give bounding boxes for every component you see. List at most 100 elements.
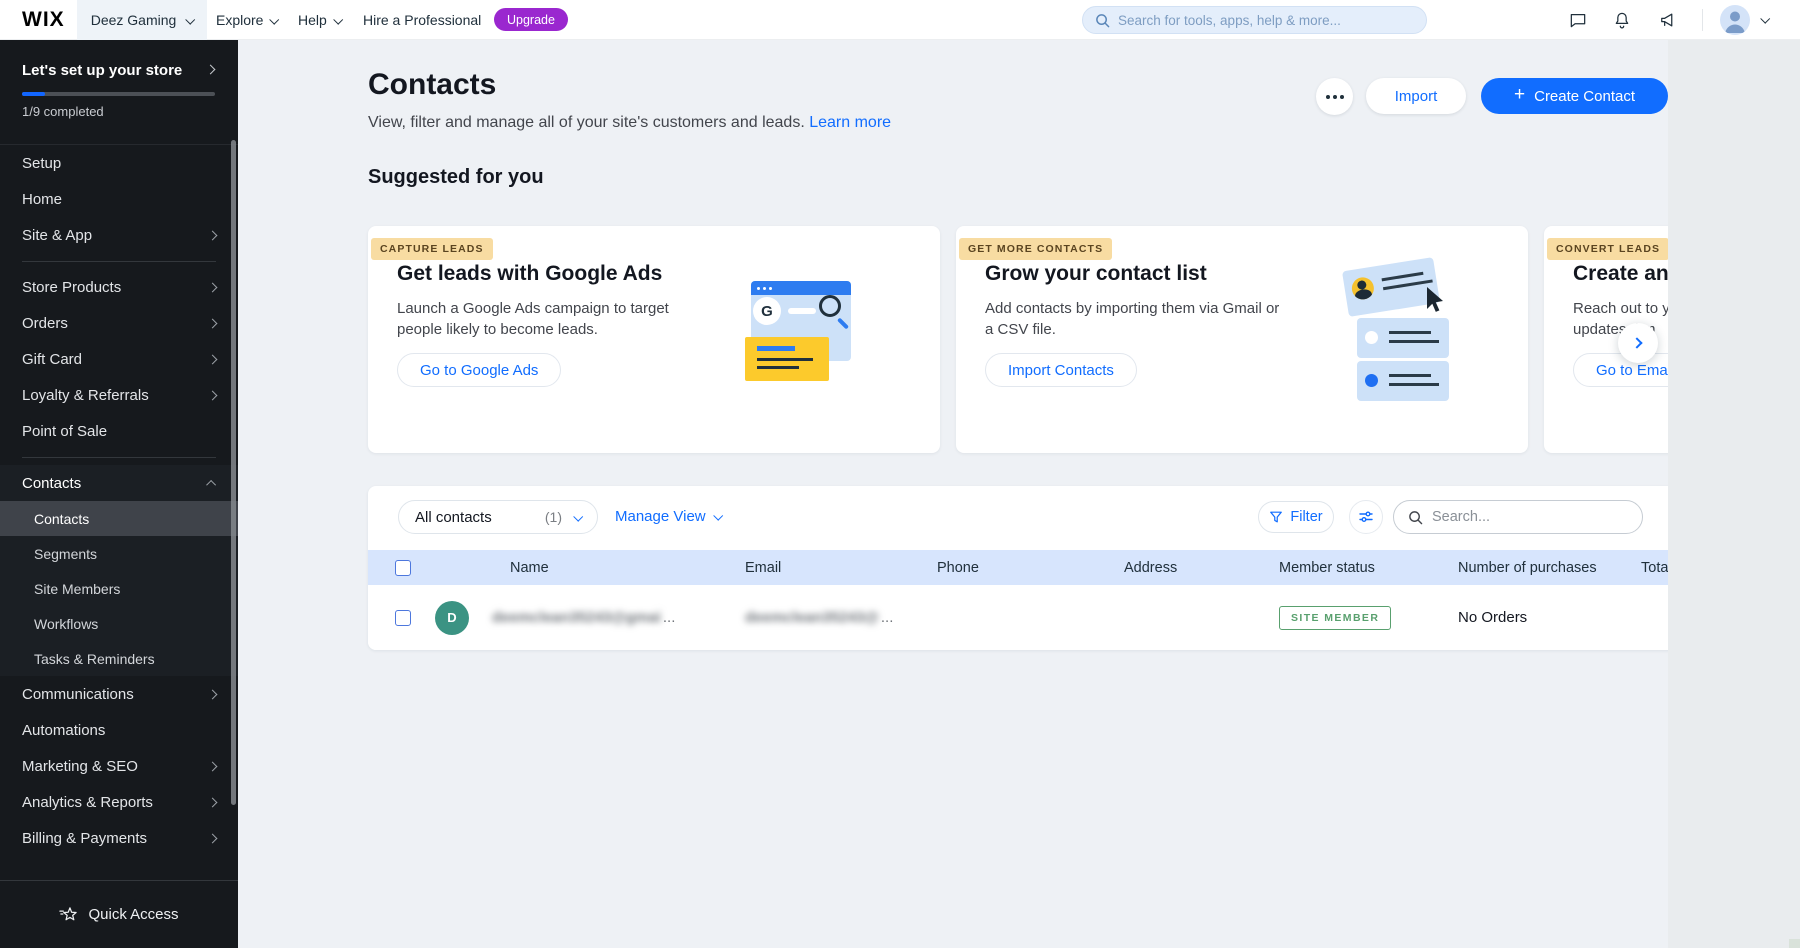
global-search-input[interactable] (1118, 12, 1414, 28)
account-chevron-down-icon[interactable] (1760, 13, 1771, 24)
select-all-checkbox[interactable] (395, 559, 411, 576)
more-actions-button[interactable] (1316, 78, 1353, 115)
top-bar: WIX Deez Gaming Explore Help Hire a Prof… (0, 0, 1800, 40)
column-header-phone[interactable]: Phone (937, 559, 979, 576)
table-row[interactable]: D deemclean35243@gmai... deemclean35243@… (368, 585, 1668, 650)
view-selector[interactable]: All contacts (1) (398, 500, 598, 534)
import-contacts-button[interactable]: Import Contacts (985, 353, 1137, 387)
filter-button[interactable]: Filter (1258, 501, 1334, 533)
sidebar-item-loyalty-referrals[interactable]: Loyalty & Referrals (0, 377, 238, 413)
person-icon (1725, 11, 1745, 33)
column-header-email[interactable]: Email (745, 559, 782, 576)
sidebar-item-label: Communications (22, 685, 134, 703)
table-search[interactable] (1393, 500, 1643, 534)
nav-help[interactable]: Help (298, 0, 343, 40)
site-selector[interactable]: Deez Gaming (77, 0, 207, 40)
sidebar-menu: Setup Home Site & App Store Products Ord… (0, 145, 238, 856)
chevron-up-icon (206, 479, 217, 490)
ad-card-graphic (745, 337, 829, 381)
sidebar-item-point-of-sale[interactable]: Point of Sale (0, 413, 238, 449)
sidebar-item-analytics-reports[interactable]: Analytics & Reports (0, 784, 238, 820)
sidebar-subitem-label: Workflows (34, 615, 99, 632)
carousel-next-button[interactable] (1618, 323, 1658, 363)
sidebar-item-store-products[interactable]: Store Products (0, 269, 238, 305)
sidebar-subitem-workflows[interactable]: Workflows (0, 606, 238, 641)
row-checkbox-cell (395, 609, 435, 626)
contacts-table-panel: All contacts (1) Manage View Filter (368, 486, 1668, 650)
notifications-bell-icon[interactable] (1612, 10, 1632, 30)
sidebar-item-label: Orders (22, 314, 68, 332)
ellipsis: ... (662, 608, 676, 626)
create-contact-button[interactable]: + Create Contact (1481, 78, 1668, 114)
account-avatar[interactable] (1720, 5, 1750, 35)
main-content: Contacts View, filter and manage all of … (238, 40, 1668, 948)
upgrade-button[interactable]: Upgrade (494, 8, 568, 31)
row-member-status-cell: SITE MEMBER (1279, 605, 1458, 630)
column-header-member-status[interactable]: Member status (1279, 559, 1375, 576)
sidebar-item-marketing-seo[interactable]: Marketing & SEO (0, 748, 238, 784)
sidebar-item-setup[interactable]: Setup (0, 145, 238, 181)
table-settings-button[interactable] (1349, 500, 1383, 534)
nav-explore[interactable]: Explore (216, 0, 280, 40)
create-contact-label: Create Contact (1534, 87, 1635, 105)
sidebar-subitem-segments[interactable]: Segments (0, 536, 238, 571)
row-name-cell: D deemclean35243@gmai... (435, 600, 745, 635)
go-to-email-button[interactable]: Go to Emai (1573, 353, 1668, 387)
column-header-purchases[interactable]: Number of purchases (1458, 559, 1597, 576)
sidebar-item-orders[interactable]: Orders (0, 305, 238, 341)
announcements-megaphone-icon[interactable] (1658, 10, 1678, 30)
quick-access-button[interactable]: Quick Access (0, 880, 238, 948)
chevron-right-icon (207, 689, 218, 699)
table-search-input[interactable] (1432, 509, 1628, 525)
sidebar-item-contacts[interactable]: Contacts (0, 465, 238, 501)
import-button[interactable]: Import (1366, 78, 1466, 114)
topbar-divider (1702, 9, 1703, 31)
wix-logo[interactable]: WIX (22, 8, 65, 31)
suggested-heading: Suggested for you (368, 166, 544, 188)
nav-explore-label: Explore (216, 12, 264, 28)
view-count: (1) (544, 509, 562, 525)
chat-icon[interactable] (1568, 10, 1588, 30)
chevron-down-icon (269, 14, 280, 25)
column-header-address[interactable]: Address (1124, 559, 1178, 576)
row-checkbox[interactable] (395, 609, 411, 626)
setup-progress-bar (22, 92, 215, 96)
sidebar-item-site-and-app[interactable]: Site & App (0, 217, 238, 253)
search-icon (1096, 13, 1110, 27)
chevron-right-icon (207, 797, 218, 807)
sidebar-item-communications[interactable]: Communications (0, 676, 238, 712)
go-to-google-ads-button[interactable]: Go to Google Ads (397, 353, 562, 387)
sidebar-subitem-label: Site Members (34, 580, 121, 597)
desktop-corner (1789, 939, 1800, 948)
sidebar-subitem-label: Contacts (34, 510, 90, 527)
nav-hire-a-professional[interactable]: Hire a Professional (363, 0, 481, 40)
sidebar-item-label: Setup (22, 154, 62, 172)
global-search[interactable] (1082, 6, 1427, 34)
sidebar-subitem-site-members[interactable]: Site Members (0, 571, 238, 606)
sidebar-item-label: Point of Sale (22, 422, 108, 440)
column-header-total[interactable]: Tota (1641, 559, 1668, 576)
row-name-blurred: deemclean35243@gmai (492, 608, 661, 626)
manage-view-dropdown[interactable]: Manage View (615, 508, 723, 525)
sidebar-item-billing-payments[interactable]: Billing & Payments (0, 820, 238, 856)
manage-view-label: Manage View (615, 508, 706, 525)
quick-access-label: Quick Access (88, 906, 179, 923)
sidebar-item-gift-card[interactable]: Gift Card (0, 341, 238, 377)
sidebar-item-automations[interactable]: Automations (0, 712, 238, 748)
sidebar-item-home[interactable]: Home (0, 181, 238, 217)
chevron-down-icon (185, 14, 196, 25)
funnel-icon (1270, 511, 1283, 523)
sidebar-item-label: Contacts (22, 474, 82, 492)
setup-title: Let's set up your store (22, 62, 183, 79)
sidebar-subitem-label: Tasks & Reminders (34, 650, 155, 667)
sidebar-subitem-tasks-reminders[interactable]: Tasks & Reminders (0, 641, 238, 676)
table-header-row: Name Email Phone Address Member status N… (368, 550, 1668, 585)
sidebar-subitem-contacts[interactable]: Contacts (0, 501, 238, 536)
column-header-name[interactable]: Name (510, 559, 549, 576)
setup-progress-label: 1/9 completed (22, 104, 104, 119)
sidebar-scrollbar[interactable] (231, 140, 236, 805)
sidebar-item-label: Automations (22, 721, 106, 739)
setup-progress-card[interactable]: Let's set up your store 1/9 completed (0, 40, 238, 145)
chevron-right-icon (207, 354, 218, 364)
learn-more-link[interactable]: Learn more (809, 114, 892, 131)
